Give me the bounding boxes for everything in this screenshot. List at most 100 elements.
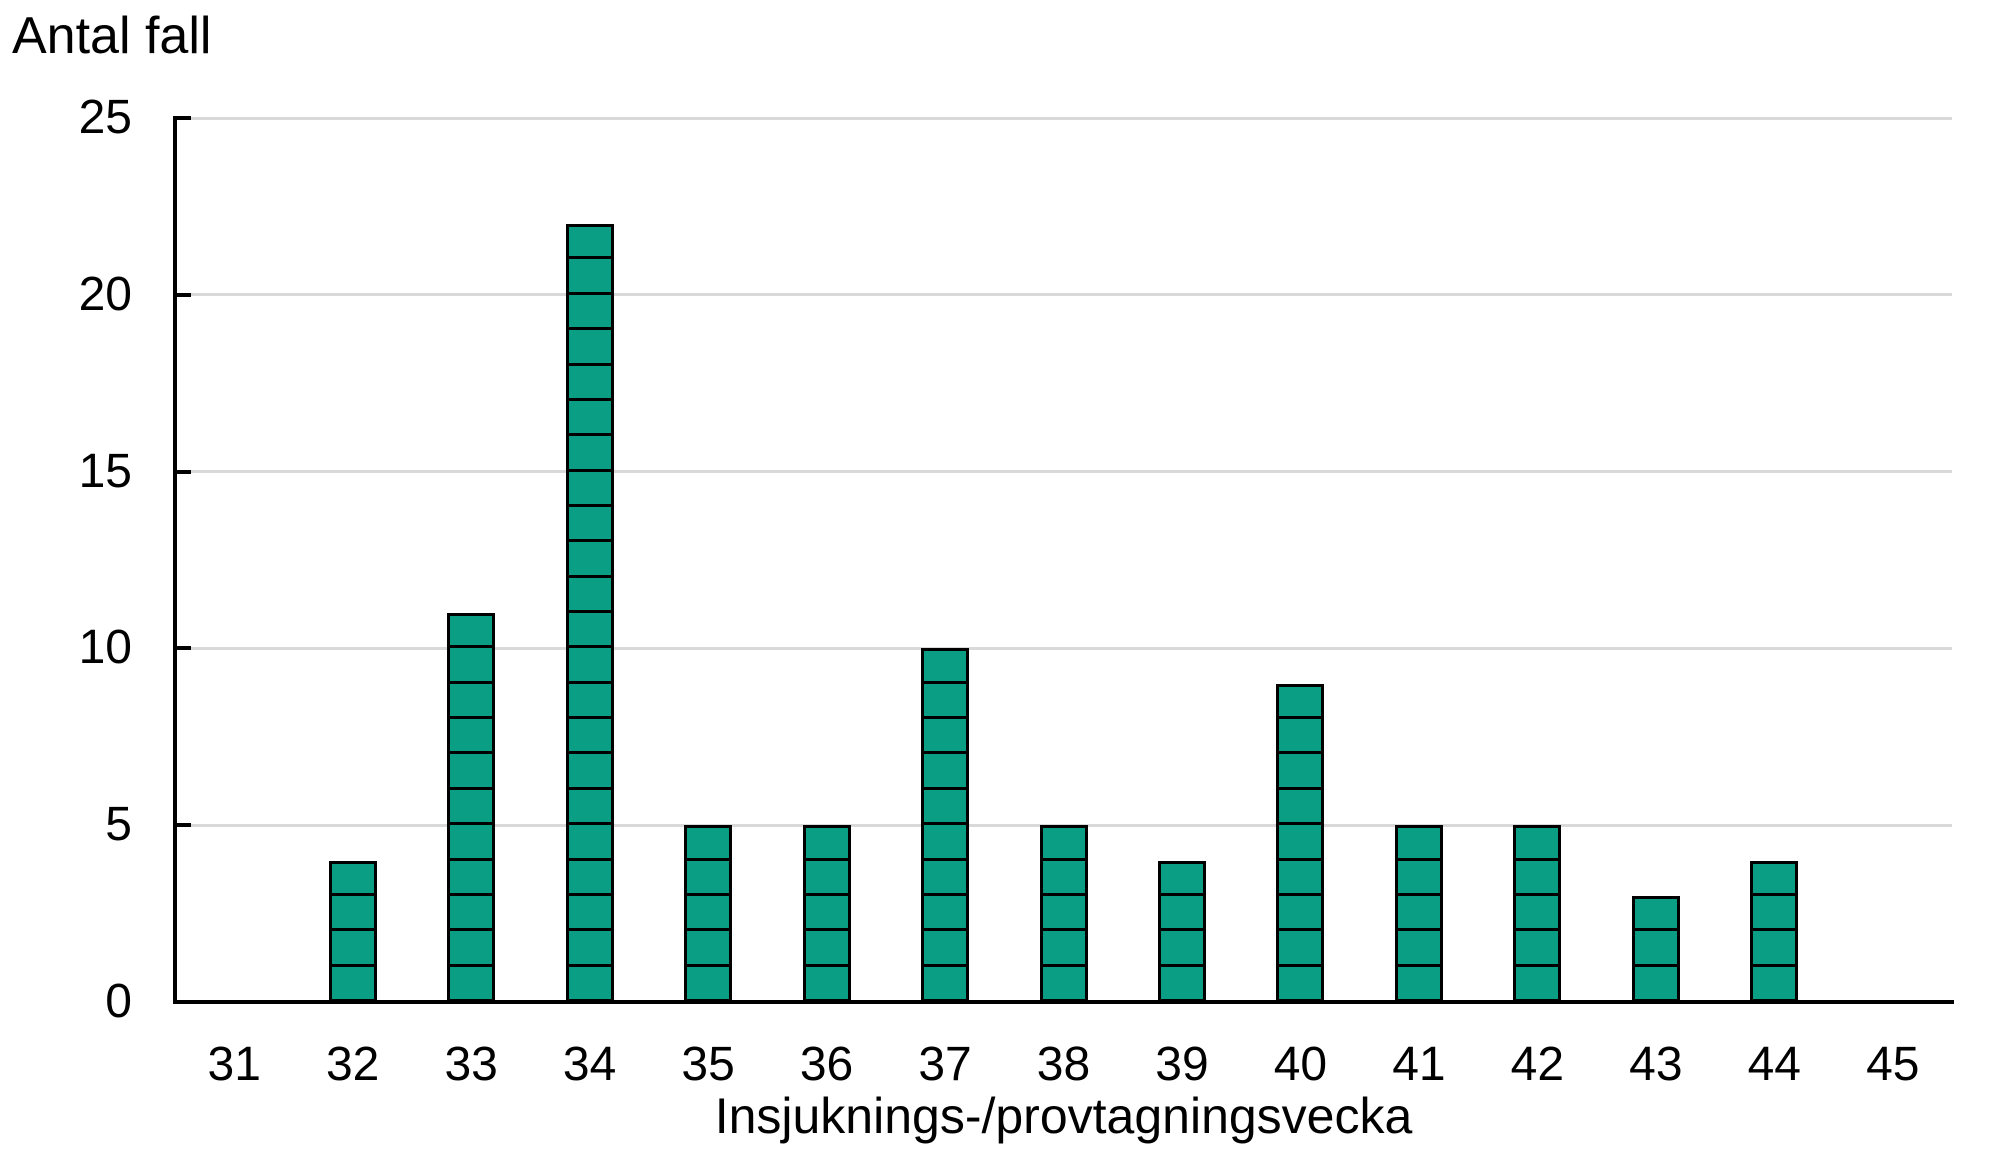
bar-unit-block [1394,825,1443,861]
bar-week-41 [1394,825,1443,1002]
bar-unit-block [328,966,377,1002]
bar-week-39 [1157,860,1206,1002]
bar-unit-block [684,931,733,967]
bar-week-35 [684,825,733,1002]
bar-unit-block [565,754,614,790]
bar-unit-block [447,648,496,684]
bar-unit-block [921,789,970,826]
bar-week-37 [921,648,970,1002]
x-tick-label-39: 39 [1155,1038,1209,1091]
bar-unit-block [565,719,614,755]
y-axis-line [173,118,177,1002]
bar-unit-block [921,719,970,755]
bar-week-44 [1750,860,1799,1002]
bar-week-43 [1631,895,1680,1002]
bar-unit-block [921,754,970,790]
bar-unit-block [1039,931,1088,967]
bar-unit-block [447,931,496,967]
bar-unit-block [565,789,614,826]
bar-unit-block [1157,966,1206,1002]
bar-unit-block [447,860,496,896]
gridline-y-5 [175,823,1952,827]
bar-unit-block [565,648,614,684]
bar-unit-block [565,542,614,578]
bar-unit-block [565,506,614,543]
bar-unit-block [1750,860,1799,896]
bar-unit-block [1039,860,1088,896]
bar-unit-block [802,931,851,967]
bar-unit-block [565,895,614,932]
y-tick-label-15: 15 [78,444,132,498]
bar-unit-block [802,860,851,896]
bar-unit-block [1513,860,1562,896]
bar-unit-block [565,613,614,649]
bar-unit-block [1039,895,1088,932]
bar-unit-block [1750,966,1799,1002]
bar-unit-block [921,931,970,967]
x-tick-label-44: 44 [1747,1038,1801,1091]
bar-unit-block [565,471,614,507]
bar-unit-block [447,613,496,649]
bar-unit-block [921,825,970,861]
bar-unit-block [684,966,733,1002]
gridline-y-25 [175,116,1952,120]
bar-unit-block [1513,966,1562,1002]
x-axis-line [173,1000,1954,1004]
bar-unit-block [565,825,614,861]
bar-week-33 [447,613,496,1002]
bar-unit-block [1276,789,1325,826]
x-tick-label-33: 33 [444,1038,498,1091]
plot-area [173,116,1954,1004]
y-axis-title: Antal fall [12,7,212,65]
bar-unit-block [1513,931,1562,967]
bar-unit-block [921,860,970,896]
y-tick-label-0: 0 [105,975,132,1028]
x-tick-label-40: 40 [1273,1038,1328,1091]
bar-unit-block [1276,966,1325,1002]
bar-week-34 [565,224,614,1002]
bar-week-32 [328,860,377,1002]
bar-unit-block [1631,966,1680,1002]
bar-unit-block [565,683,614,720]
bar-unit-block [328,931,377,967]
bar-unit-block [1394,860,1443,896]
bar-unit-block [565,224,614,260]
bar-unit-block [565,259,614,295]
bar-unit-block [1276,931,1325,967]
bar-unit-block [684,825,733,861]
bar-unit-block [802,825,851,861]
bar-unit-block [1513,825,1562,861]
bar-unit-block [447,966,496,1002]
gridline-y-20 [175,293,1952,297]
bar-unit-block [1276,860,1325,896]
bar-unit-block [1276,825,1325,861]
x-tick-label-41: 41 [1392,1038,1446,1091]
bar-unit-block [921,895,970,932]
bar-unit-block [802,895,851,932]
bar-unit-block [1513,895,1562,932]
bar-unit-block [565,966,614,1002]
y-axis-tick [173,469,191,474]
bar-unit-block [565,400,614,437]
bar-unit-block [1394,895,1443,932]
bar-unit-block [328,895,377,932]
x-tick-label-45: 45 [1866,1038,1920,1091]
bar-unit-block [328,860,377,896]
x-tick-label-42: 42 [1510,1038,1565,1091]
bar-unit-block [447,895,496,932]
bar-unit-block [565,860,614,896]
bar-unit-block [684,895,733,932]
bar-unit-block [1157,860,1206,896]
y-tick-label-25: 25 [78,91,132,144]
x-tick-label-32: 32 [325,1038,380,1091]
bar-unit-block [447,825,496,861]
y-tick-label-10: 10 [78,621,132,675]
bar-week-42 [1513,825,1562,1002]
x-tick-label-35: 35 [681,1038,735,1091]
bar-unit-block [921,648,970,684]
bar-unit-block [565,577,614,614]
y-tick-label-20: 20 [78,267,132,321]
bar-week-38 [1039,825,1088,1002]
x-tick-label-37: 37 [918,1038,972,1091]
